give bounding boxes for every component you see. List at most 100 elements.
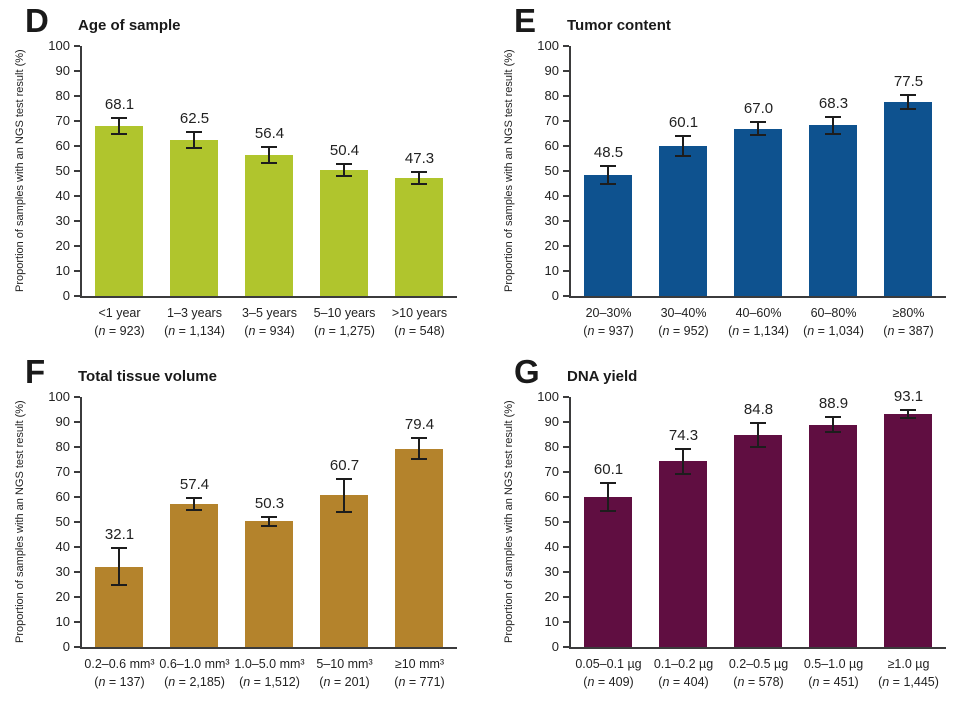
bar <box>320 170 368 296</box>
x-tick-label: ≥80% (n = 387) <box>883 306 934 339</box>
y-tick-mark <box>74 195 80 197</box>
y-tick-mark <box>74 45 80 47</box>
y-tick-mark <box>74 120 80 122</box>
bar-slot: 77.5 ≥80% (n = 387) <box>871 46 946 338</box>
error-bar-cap-bottom <box>825 133 841 135</box>
y-tick-label: 70 <box>544 113 559 128</box>
error-bar-line <box>418 172 420 184</box>
y-tick-label: 60 <box>55 489 70 504</box>
bar <box>659 145 707 296</box>
bar <box>245 521 293 647</box>
y-tick-mark <box>74 421 80 423</box>
bar-slot: 68.3 60–80% (n = 1,034) <box>796 46 871 339</box>
error-bar-cap-bottom <box>336 175 352 178</box>
bar-value-label: 74.3 <box>668 427 699 444</box>
x-tick-label: 1–3 years (n = 1,134) <box>164 306 225 339</box>
y-tick-mark <box>563 571 569 573</box>
y-tick-label: 90 <box>55 414 70 429</box>
panel-title: Tumor content <box>567 17 671 34</box>
y-tick-mark <box>563 621 569 623</box>
y-axis-label: Proportion of samples with an NGS test r… <box>14 400 26 644</box>
error-bar-cap-top <box>675 134 691 137</box>
y-tick-label: 20 <box>544 238 559 253</box>
x-tick-label: >10 years (n = 548) <box>391 306 448 339</box>
error-bar-line <box>418 437 420 460</box>
panel-letter: D <box>25 2 49 39</box>
y-tick-mark <box>563 496 569 498</box>
y-tick-label: 0 <box>62 288 70 303</box>
error-bar-cap-bottom <box>186 508 202 511</box>
error-bar-cap-bottom <box>336 510 352 513</box>
y-tick-mark <box>74 396 80 398</box>
y-tick-mark <box>563 145 569 147</box>
bar <box>809 424 857 647</box>
error-bar-cap-top <box>825 115 841 118</box>
error-bar-cap-top <box>825 416 841 419</box>
bar-slot: 32.1 0.2–0.6 mm³ (n = 137) <box>82 397 157 689</box>
bar <box>395 448 443 647</box>
bar-slot: 79.4 ≥10 mm³ (n = 771) <box>382 397 457 689</box>
y-axis-label: Proportion of samples with an NGS test r… <box>503 400 515 644</box>
plot-area: 0 10 20 30 40 50 60 70 80 90 100 48.5 20–30% (n = 937… <box>537 38 946 339</box>
error-bar-cap-bottom <box>675 472 691 475</box>
error-bar-cap-bottom <box>900 108 916 111</box>
error-bar-cap-bottom <box>261 162 277 164</box>
x-tick-label: ≥10 mm³ (n = 771) <box>394 657 445 690</box>
panel-letter: F <box>25 353 46 390</box>
y-tick-label: 70 <box>55 464 70 479</box>
y-tick-mark <box>74 521 80 523</box>
error-bar-cap-top <box>336 162 352 165</box>
y-tick-mark <box>563 195 569 197</box>
error-bar-line <box>832 116 834 134</box>
y-tick-mark <box>74 571 80 573</box>
error-bar-cap-bottom <box>825 431 841 434</box>
panel-d-age-of-sample: D Age of sample Proportion of samples wi… <box>0 0 489 351</box>
bar <box>584 496 632 647</box>
x-tick-label: 0.05–0.1 µg (n = 409) <box>575 657 642 690</box>
error-bar-line <box>607 166 609 184</box>
bar <box>659 461 707 647</box>
y-axis-label: Proportion of samples with an NGS test r… <box>14 49 26 293</box>
error-bar-line <box>118 548 120 586</box>
bar-slot: 88.9 0.5–1.0 µg (n = 451) <box>796 395 871 689</box>
bar-value-label: 60.7 <box>329 456 360 474</box>
x-tick-label: <1 year (n = 923) <box>94 306 145 339</box>
y-tick-label: 100 <box>48 389 70 404</box>
x-tick-label: 40–60% (n = 1,134) <box>728 306 789 339</box>
y-tick-mark <box>563 446 569 448</box>
y-tick-mark <box>74 596 80 598</box>
x-tick-label: 0.2–0.6 mm³ (n = 137) <box>84 657 155 690</box>
error-bar-line <box>907 410 909 419</box>
bar-value-label: 77.5 <box>893 73 924 91</box>
y-tick-label: 10 <box>544 614 559 629</box>
error-bar-cap-top <box>600 165 616 167</box>
y-tick-label: 60 <box>544 138 559 153</box>
y-tick-mark <box>563 45 569 47</box>
y-tick-mark <box>563 120 569 122</box>
error-bar-line <box>832 417 834 433</box>
bar-slot: 62.5 1–3 years (n = 1,134) <box>157 46 232 339</box>
error-bar-cap-bottom <box>900 417 916 420</box>
bar <box>884 414 932 647</box>
y-tick-label: 30 <box>55 564 70 579</box>
error-bar-cap-top <box>600 482 616 484</box>
bar-slot: 47.3 >10 years (n = 548) <box>382 46 457 338</box>
y-tick-label: 20 <box>55 238 70 253</box>
y-tick-label: 20 <box>544 589 559 604</box>
y-tick-mark <box>563 396 569 398</box>
error-bar-cap-bottom <box>111 584 127 587</box>
y-tick-label: 30 <box>55 213 70 228</box>
y-tick-mark <box>563 596 569 598</box>
panel-title: DNA yield <box>567 368 638 385</box>
x-tick-label: ≥1.0 µg (n = 1,445) <box>878 657 939 690</box>
bar-slot: 60.7 5–10 mm³ (n = 201) <box>307 397 382 689</box>
y-tick-mark <box>74 646 80 648</box>
error-bar-cap-top <box>411 436 427 439</box>
y-tick-label: 0 <box>551 639 559 654</box>
bar-slot: 60.1 30–40% (n = 952) <box>646 46 721 338</box>
bar <box>245 155 293 296</box>
y-tick-mark <box>563 270 569 272</box>
bar-slot: 50.3 1.0–5.0 mm³ (n = 1,512) <box>232 397 307 689</box>
panel-e-tumor-content: E Tumor content Proportion of samples wi… <box>489 0 979 351</box>
bar-slot: 56.4 3–5 years (n = 934) <box>232 46 307 338</box>
